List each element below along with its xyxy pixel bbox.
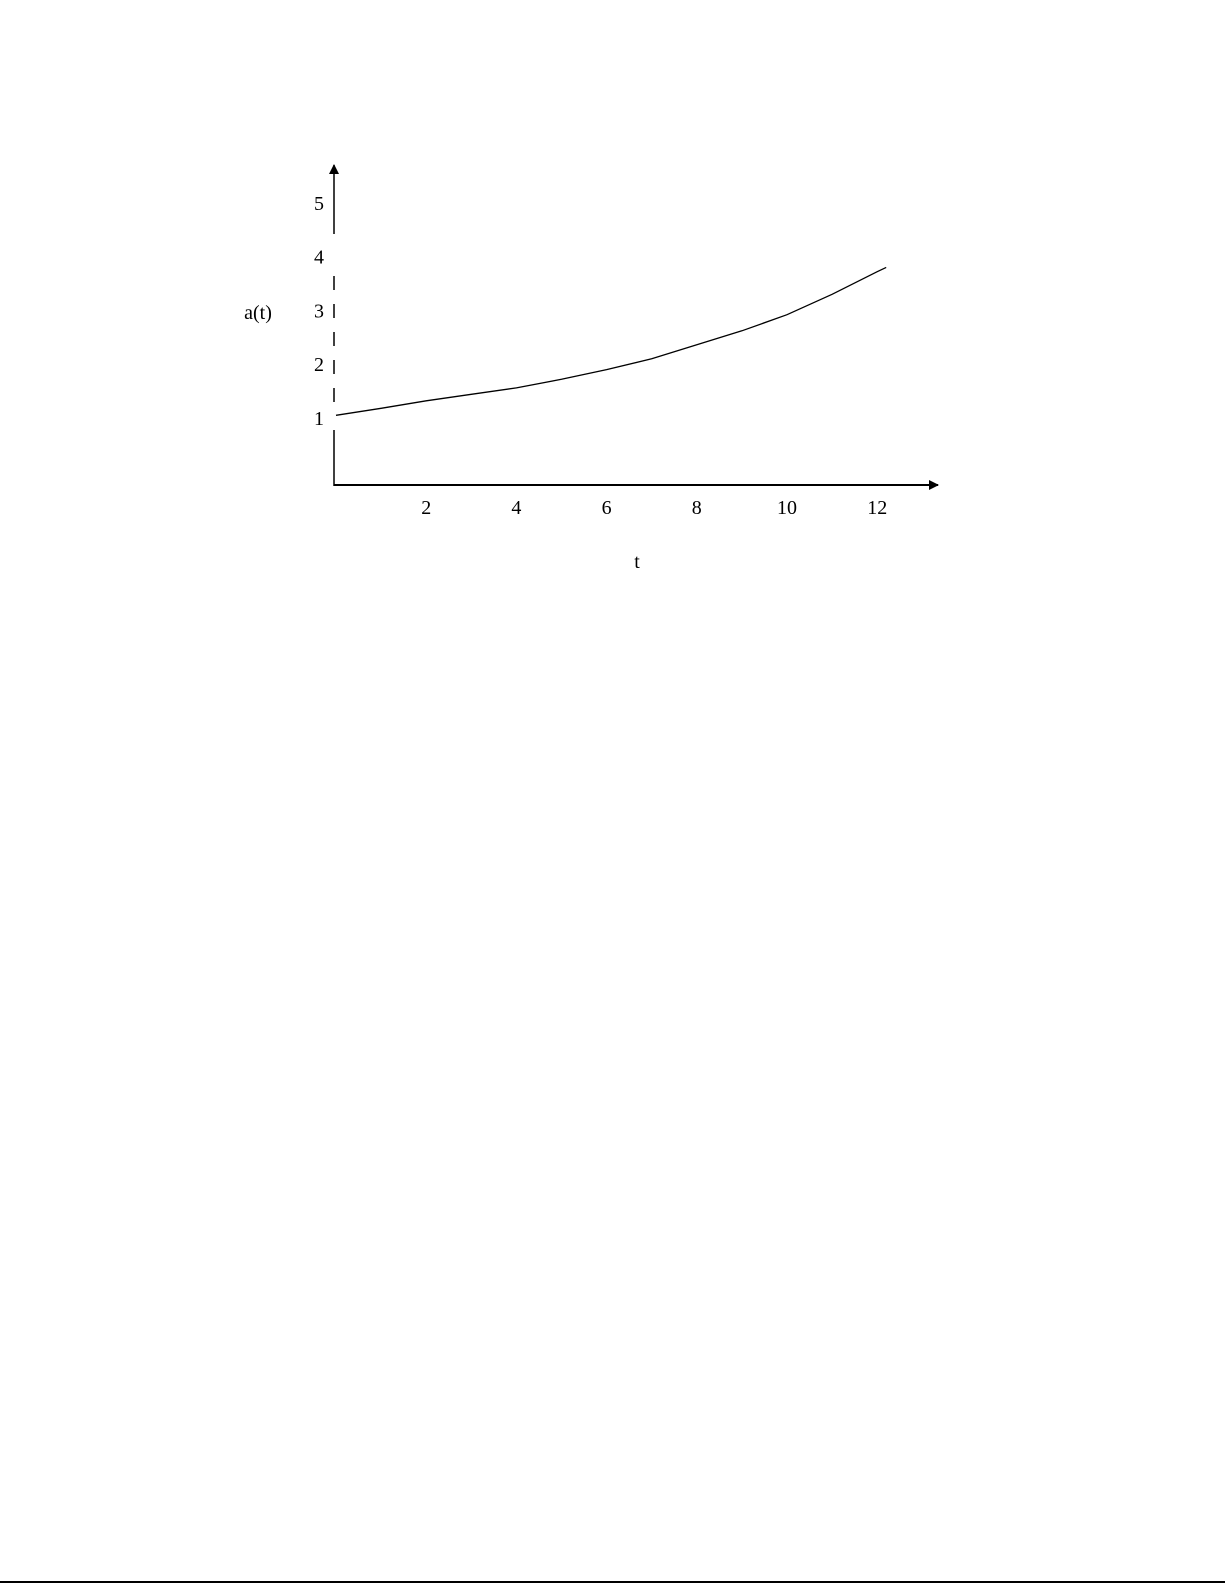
y-axis-label: a(t) — [244, 302, 272, 324]
x-tick-label: 6 — [602, 497, 612, 519]
x-tick-label: 8 — [692, 497, 702, 519]
x-tick-label: 2 — [421, 497, 431, 519]
x-tick-label: 4 — [511, 497, 521, 519]
y-tick-label: 4 — [314, 247, 324, 269]
y-tick-label: 3 — [314, 300, 324, 322]
x-tick-label: 12 — [867, 497, 887, 519]
y-tick-label: 1 — [314, 408, 324, 430]
x-axis-label: t — [634, 551, 640, 573]
y-tick-label: 5 — [314, 193, 324, 215]
x-tick-label: 10 — [777, 497, 797, 519]
page-bottom-rule — [0, 1581, 1225, 1583]
series-line — [335, 266, 887, 416]
y-tick-label: 2 — [314, 354, 324, 376]
